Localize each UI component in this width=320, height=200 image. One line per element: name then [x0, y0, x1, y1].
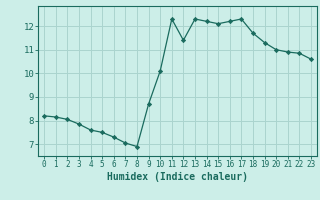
X-axis label: Humidex (Indice chaleur): Humidex (Indice chaleur) [107, 172, 248, 182]
